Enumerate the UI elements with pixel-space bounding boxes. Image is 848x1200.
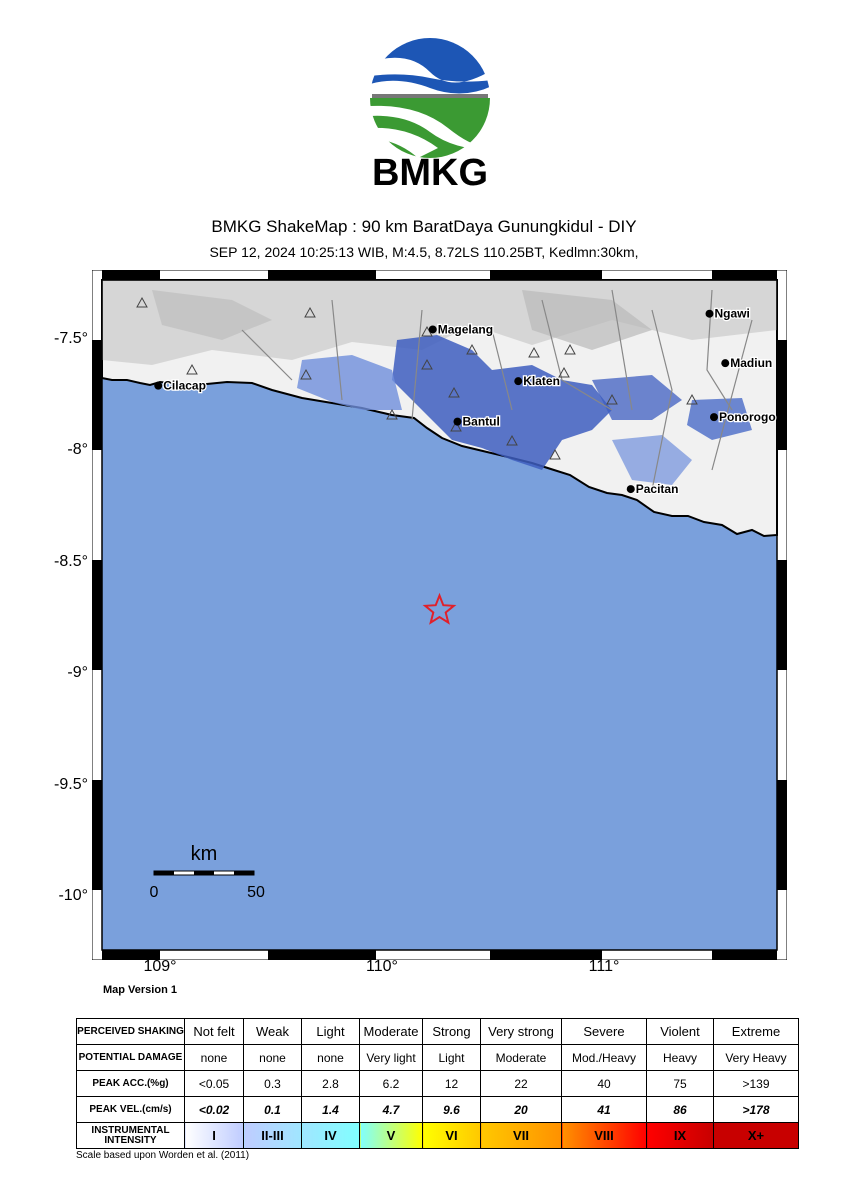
legend-row-title: PEAK VEL.(cm/s) [76, 1096, 185, 1123]
legend-cell: 41 [561, 1096, 647, 1123]
intensity-legend: PERCEIVED SHAKING Not felt Weak Light Modera… [76, 1018, 799, 1149]
legend-cell: Extreme [713, 1018, 799, 1045]
city-dot [514, 377, 523, 386]
lat-label: -9° [67, 664, 88, 681]
legend-cell: 6.2 [359, 1070, 423, 1097]
city-dot [428, 325, 437, 334]
legend-cell: 86 [646, 1096, 714, 1123]
scale-note: Scale based upon Worden et al. (2011) [76, 1150, 250, 1161]
lon-label: 109° [143, 958, 177, 975]
city-label: Bantul [463, 415, 500, 429]
legend-cell: <0.02 [184, 1096, 244, 1123]
legend-cell: Severe [561, 1018, 647, 1045]
legend-row-title: PEAK ACC.(%g) [76, 1070, 185, 1097]
map-title: BMKG ShakeMap : 90 km BaratDaya Gunungki… [211, 217, 637, 236]
legend-cell: Light [422, 1044, 481, 1071]
lat-label: -9.5° [54, 776, 88, 793]
legend-cell: 0.1 [243, 1096, 302, 1123]
bmkg-logo: BMKG [368, 32, 492, 194]
legend-cell: 1.4 [301, 1096, 360, 1123]
legend-cell: 0.3 [243, 1070, 302, 1097]
map-subtitle: SEP 12, 2024 10:25:13 WIB, M:4.5, 8.72LS… [209, 244, 639, 260]
city-label: Madiun [730, 356, 772, 370]
legend-cell: Light [301, 1018, 360, 1045]
city-dot [721, 359, 730, 368]
legend-cell: X+ [713, 1122, 799, 1149]
legend-cell: 40 [561, 1070, 647, 1097]
legend-cell: VII [480, 1122, 562, 1149]
logo-text: BMKG [372, 152, 488, 192]
lat-label: -7.5° [54, 330, 88, 347]
legend-row-title: INSTRUMENTAL INTENSITY [76, 1122, 185, 1149]
city-label: Klaten [523, 374, 560, 388]
city-dot [154, 381, 163, 390]
legend-cell: 20 [480, 1096, 562, 1123]
legend-cell: Moderate [480, 1044, 562, 1071]
scale-start: 0 [150, 884, 159, 901]
legend-cell: none [301, 1044, 360, 1071]
station-markers [136, 296, 698, 460]
legend-cell: Very light [359, 1044, 423, 1071]
legend-row-damage: POTENTIAL DAMAGE none none none Very light Li… [76, 1044, 799, 1071]
legend-cell: 22 [480, 1070, 562, 1097]
legend-cell: none [243, 1044, 302, 1071]
lat-label: -8.5° [54, 553, 88, 570]
scale-bar: km 0 50 [150, 843, 265, 901]
epicenter-star-icon [422, 592, 457, 625]
legend-cell: none [184, 1044, 244, 1071]
bmkg-emblem-icon: BMKG [370, 38, 492, 194]
frame-ticks [92, 270, 787, 960]
legend-cell: Very Heavy [713, 1044, 799, 1071]
city-label: Ngawi [715, 307, 750, 321]
legend-cell: IV [301, 1122, 360, 1149]
city-dot [705, 309, 714, 318]
shakemap: Magelang Klaten Bantul Cilacap Ngawi Madiun Po… [92, 270, 787, 960]
city-label: Cilacap [163, 379, 206, 393]
lat-label: -8° [67, 441, 88, 458]
lat-label: -10° [58, 887, 88, 904]
legend-cell: Strong [422, 1018, 481, 1045]
legend-cell: VIII [561, 1122, 647, 1149]
legend-cell: <0.05 [184, 1070, 244, 1097]
city-dot [710, 413, 718, 422]
legend-cell: 12 [422, 1070, 481, 1097]
legend-cell: II-III [243, 1122, 302, 1149]
legend-cell: 9.6 [422, 1096, 481, 1123]
legend-cell: >139 [713, 1070, 799, 1097]
legend-cell: Heavy [646, 1044, 714, 1071]
legend-cell: Mod./Heavy [561, 1044, 647, 1071]
legend-cell: VI [422, 1122, 481, 1149]
scale-end: 50 [247, 884, 265, 901]
lon-label: 110° [366, 958, 398, 975]
legend-row-title: PERCEIVED SHAKING [76, 1018, 185, 1045]
lon-label: 111° [588, 958, 620, 975]
legend-cell: IX [646, 1122, 714, 1149]
legend-cell: Violent [646, 1018, 714, 1045]
legend-cell: >178 [713, 1096, 799, 1123]
map-version: Map Version 1 [103, 984, 177, 996]
city-label: Ponorogo [719, 410, 776, 424]
scale-unit: km [191, 843, 218, 865]
city-label: Magelang [438, 322, 493, 336]
city-dot [626, 485, 635, 494]
legend-cell: Moderate [359, 1018, 423, 1045]
legend-row-intensity: INSTRUMENTAL INTENSITY I II-III IV V VI VII VII… [76, 1122, 799, 1149]
legend-row-shaking: PERCEIVED SHAKING Not felt Weak Light Modera… [76, 1018, 799, 1045]
legend-cell: 4.7 [359, 1096, 423, 1123]
city-label: Pacitan [636, 482, 679, 496]
legend-cell: Weak [243, 1018, 302, 1045]
legend-row-vel: PEAK VEL.(cm/s) <0.02 0.1 1.4 4.7 9.6 20 41 86 >1… [76, 1096, 799, 1123]
legend-row-title: POTENTIAL DAMAGE [76, 1044, 185, 1071]
legend-cell: V [359, 1122, 423, 1149]
legend-cell: 75 [646, 1070, 714, 1097]
legend-cell: I [184, 1122, 244, 1149]
legend-cell: Not felt [184, 1018, 244, 1045]
legend-row-acc: PEAK ACC.(%g) <0.05 0.3 2.8 6.2 12 22 40 75 >139 [76, 1070, 799, 1097]
legend-cell: 2.8 [301, 1070, 360, 1097]
city-markers: Magelang Klaten Bantul Cilacap Ngawi Madiun Po… [154, 305, 777, 497]
city-dot [453, 417, 462, 426]
legend-cell: Very strong [480, 1018, 562, 1045]
